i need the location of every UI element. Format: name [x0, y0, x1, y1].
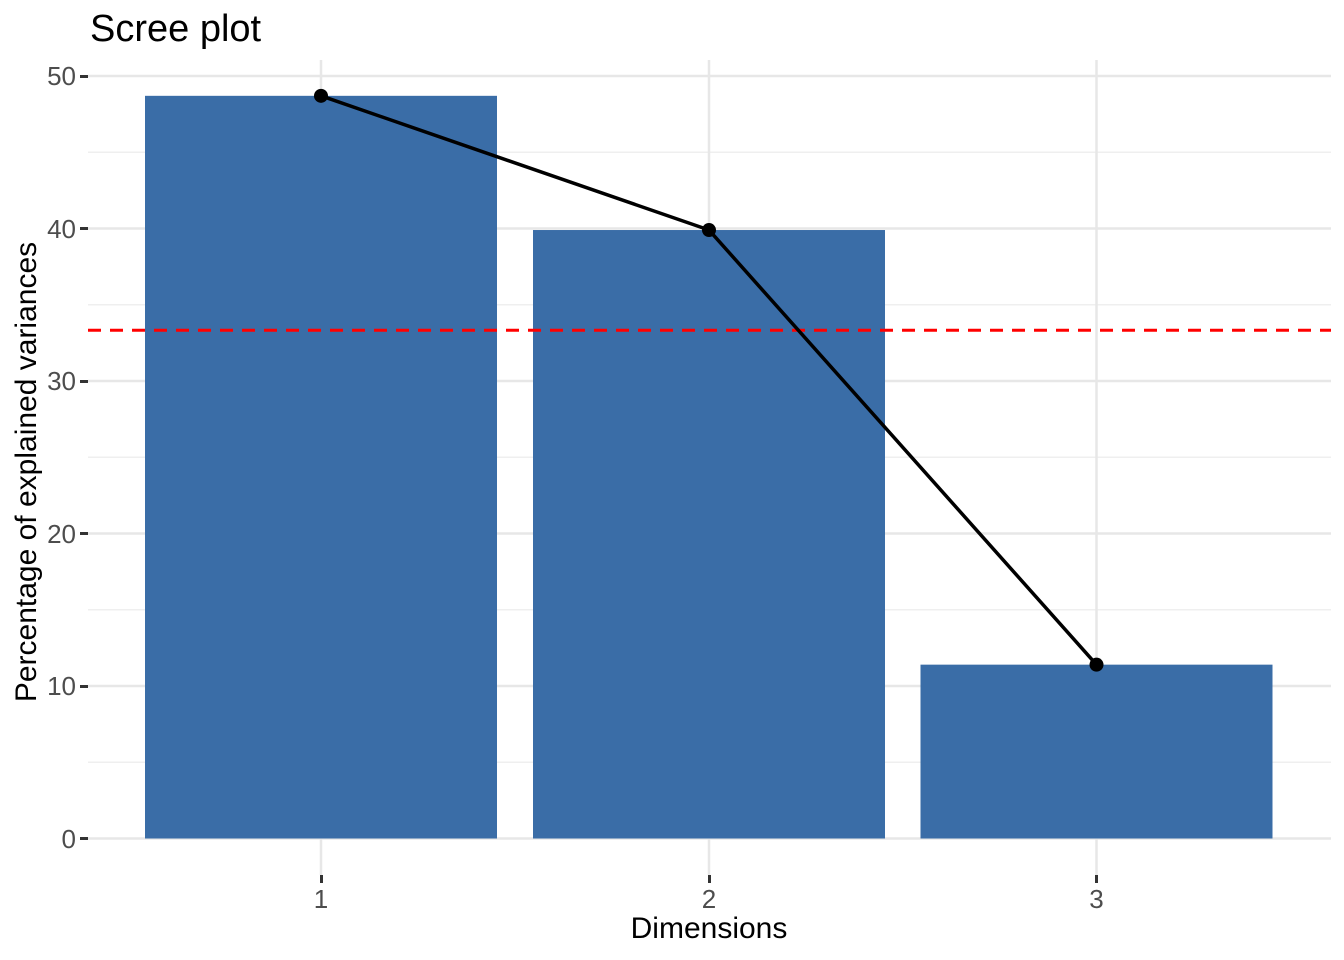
x-tick-label-2: 2 — [701, 884, 717, 914]
y-tick-mark-50 — [80, 74, 88, 78]
y-tick-mark-20 — [80, 532, 88, 535]
plot-panel — [88, 60, 1331, 875]
bar-dim3 — [920, 664, 1273, 839]
x-tick-mark-1 — [319, 875, 323, 883]
chart-title: Scree plot — [90, 8, 262, 50]
y-tick-mark-40 — [80, 227, 88, 230]
data-point-dim2 — [702, 223, 716, 238]
x-axis-title: Dimensions — [630, 912, 788, 945]
y-tick-label-50: 50 — [47, 61, 76, 91]
y-tick-label-40: 40 — [47, 213, 76, 244]
x-tick-label-3: 3 — [1089, 884, 1104, 914]
y-tick-label-10: 10 — [47, 671, 76, 701]
bar-dim1 — [145, 95, 497, 839]
y-tick-mark-30 — [80, 379, 88, 383]
y-tick-mark-10 — [80, 684, 88, 688]
plot-area — [88, 60, 1331, 875]
x-tick-label-1: 1 — [313, 884, 329, 914]
y-tick-label-20: 20 — [47, 518, 76, 549]
data-point-dim3 — [1089, 657, 1104, 672]
bar-dim2 — [533, 230, 885, 839]
y-tick-label-30: 30 — [47, 366, 76, 396]
data-point-dim1 — [314, 88, 328, 103]
x-tick-mark-3 — [1095, 875, 1098, 883]
y-axis-title: Percentage of explained variances — [10, 241, 43, 703]
x-tick-mark-2 — [707, 875, 711, 883]
y-tick-mark-0 — [80, 837, 88, 840]
y-tick-label-0: 0 — [61, 823, 76, 854]
